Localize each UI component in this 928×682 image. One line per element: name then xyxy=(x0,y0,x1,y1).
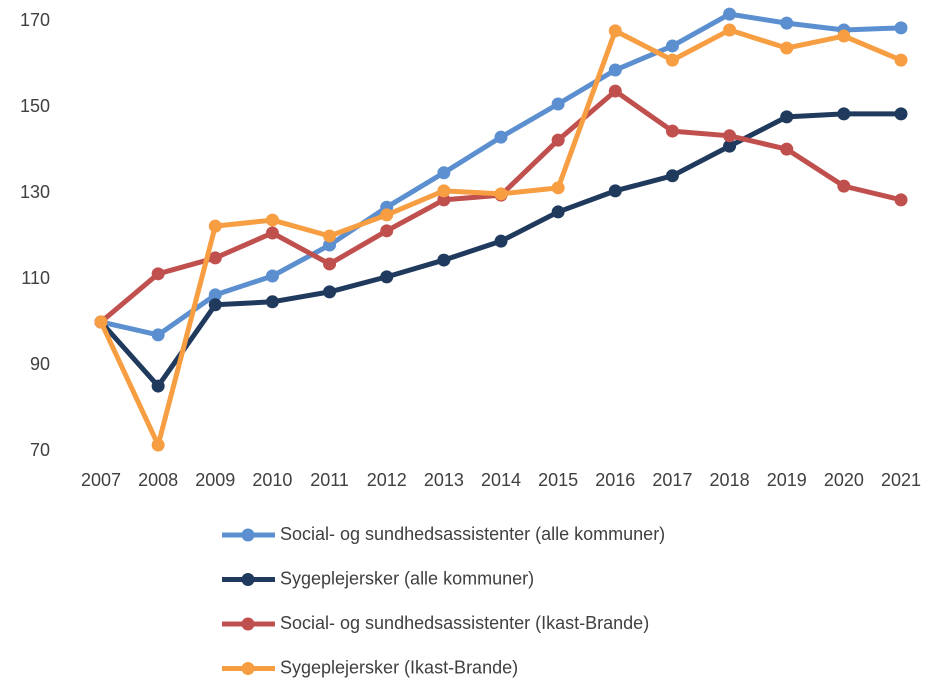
x-tick-label: 2019 xyxy=(767,470,807,490)
data-point xyxy=(265,213,279,227)
data-point xyxy=(723,7,737,21)
x-tick-label: 2015 xyxy=(538,470,578,490)
y-tick-label: 110 xyxy=(21,268,50,288)
data-point xyxy=(380,208,394,222)
data-point xyxy=(837,107,851,121)
x-tick-label: 2011 xyxy=(310,470,349,490)
series-line xyxy=(99,88,902,324)
x-tick-label: 2014 xyxy=(481,470,521,490)
data-point xyxy=(265,269,279,283)
data-point xyxy=(894,21,908,35)
data-point xyxy=(608,24,622,38)
data-point xyxy=(665,53,679,67)
data-point xyxy=(665,169,679,183)
x-tick-label: 2017 xyxy=(652,470,692,490)
series-line xyxy=(99,111,901,389)
data-point xyxy=(208,288,222,302)
data-point xyxy=(208,298,222,312)
data-point xyxy=(94,315,108,329)
data-point xyxy=(665,124,679,138)
x-tick-label: 2018 xyxy=(710,470,750,490)
data-point xyxy=(608,63,622,77)
legend-marker xyxy=(241,528,255,542)
legend-label: Sygeplejersker (Ikast-Brande) xyxy=(280,657,518,677)
x-tick-label: 2021 xyxy=(881,470,921,490)
data-point xyxy=(894,53,908,67)
data-point xyxy=(551,181,565,195)
y-tick-label: 130 xyxy=(20,182,50,202)
data-point xyxy=(323,238,337,252)
data-point xyxy=(323,229,337,243)
x-tick-label: 2008 xyxy=(138,470,178,490)
data-point xyxy=(323,257,337,271)
data-point xyxy=(437,193,451,207)
data-point xyxy=(723,23,737,37)
series-line xyxy=(100,11,902,338)
data-point xyxy=(494,234,508,248)
data-point xyxy=(780,41,794,55)
data-point xyxy=(380,270,394,284)
x-tick-label: 2020 xyxy=(824,470,864,490)
data-point xyxy=(151,267,165,281)
data-point xyxy=(380,224,394,238)
data-point xyxy=(780,110,794,124)
data-point xyxy=(894,107,908,121)
data-point xyxy=(551,97,565,111)
data-point xyxy=(608,84,622,98)
data-point xyxy=(665,39,679,53)
data-point xyxy=(151,379,165,393)
legend-marker xyxy=(241,662,255,675)
data-point xyxy=(494,187,508,201)
y-tick-label: 170 xyxy=(20,10,50,30)
data-point xyxy=(494,130,508,144)
data-point xyxy=(608,184,622,198)
data-point xyxy=(437,253,451,267)
data-point xyxy=(551,205,565,219)
data-point xyxy=(151,438,165,452)
data-point xyxy=(551,133,565,147)
data-point xyxy=(437,166,451,180)
legend-label: Sygeplejersker (alle kommuner) xyxy=(280,568,534,588)
x-tick-label: 2009 xyxy=(195,470,235,490)
x-tick-label: 2016 xyxy=(595,470,635,490)
x-tick-label: 2007 xyxy=(81,470,121,490)
data-point xyxy=(780,142,794,156)
data-point xyxy=(208,219,222,233)
data-point xyxy=(723,139,737,153)
legend-label: Social- og sundhedsassistenter (Ikast-Br… xyxy=(280,613,649,633)
y-tick-label: 70 xyxy=(30,440,50,460)
legend-label: Social- og sundhedsassistenter (alle kom… xyxy=(280,524,665,544)
data-point xyxy=(894,193,908,207)
data-point xyxy=(208,251,222,265)
x-tick-label: 2010 xyxy=(252,470,292,490)
y-tick-label: 150 xyxy=(20,96,50,116)
data-point xyxy=(265,226,279,240)
data-point xyxy=(837,29,851,43)
data-point xyxy=(151,328,165,342)
legend-marker xyxy=(241,617,255,631)
x-tick-label: 2012 xyxy=(367,470,407,490)
data-point xyxy=(265,295,279,309)
data-point xyxy=(837,179,851,193)
data-point xyxy=(323,285,337,299)
x-tick-label: 2013 xyxy=(424,470,464,490)
data-point xyxy=(437,184,451,198)
legend-marker xyxy=(241,573,255,586)
data-point xyxy=(780,16,794,30)
data-point xyxy=(723,129,737,143)
y-tick-label: 90 xyxy=(30,354,50,374)
